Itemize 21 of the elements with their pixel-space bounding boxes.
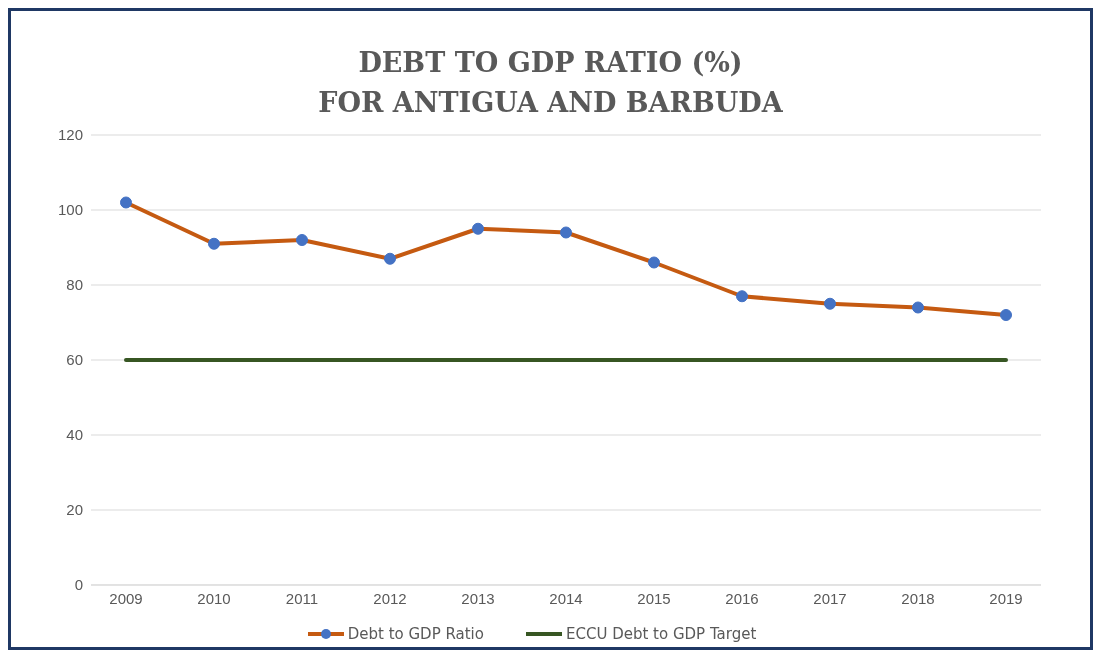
y-tick-label: 60 bbox=[66, 351, 83, 369]
y-tick-label: 120 bbox=[57, 126, 83, 144]
y-tick-label: 80 bbox=[66, 276, 83, 294]
x-tick-label: 2018 bbox=[901, 589, 935, 607]
x-tick-label: 2011 bbox=[285, 589, 319, 607]
x-tick-label: 2017 bbox=[813, 589, 847, 607]
x-tick-label: 2015 bbox=[637, 589, 671, 607]
x-tick-label: 2009 bbox=[109, 589, 143, 607]
y-tick-label: 0 bbox=[74, 576, 83, 594]
y-tick-label: 20 bbox=[66, 501, 83, 519]
x-tick-label: 2012 bbox=[373, 589, 407, 607]
chart-title: DEBT TO GDP RATIO (%) FOR ANTIGUA AND BARBUDA bbox=[317, 46, 784, 120]
x-tick-label: 2014 bbox=[549, 589, 583, 607]
legend-label: Debt to GDP Ratio bbox=[346, 625, 484, 643]
y-tick-label: 100 bbox=[57, 201, 83, 219]
x-tick-label: 2010 bbox=[197, 589, 231, 607]
x-tick-label: 2013 bbox=[461, 589, 495, 607]
y-tick-label: 40 bbox=[66, 426, 83, 444]
legend-label: ECCU Debt to GDP Target bbox=[564, 625, 757, 643]
x-tick-label: 2016 bbox=[725, 589, 759, 607]
x-tick-label: 2019 bbox=[989, 589, 1023, 607]
